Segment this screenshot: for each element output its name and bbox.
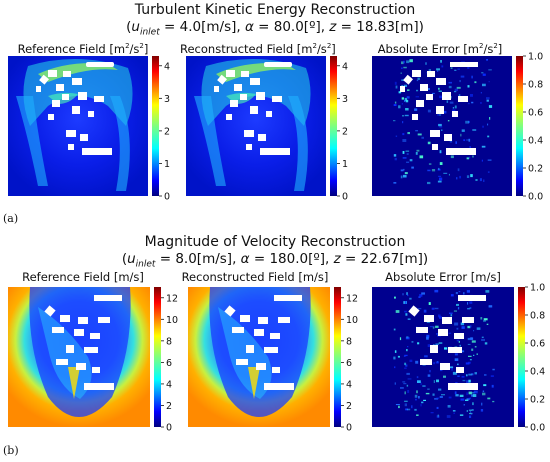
plot-a2-field [186, 56, 326, 196]
plot-a3-colorbar: 0.0 0.2 0.4 0.6 0.8 1.0 [516, 52, 543, 203]
plot-a2-title: Reconstructed Field [m2/s2] [180, 41, 336, 56]
plot-b2-title: Reconstructed Field [m/s] [181, 270, 329, 284]
plot-b3-title: Absolute Error [m/s] [385, 270, 501, 284]
colorbar-tick-label: 1 [342, 159, 348, 170]
colorbar-tick-label: 1 [164, 159, 170, 170]
colorbar-tick-label: 0 [164, 192, 170, 203]
colorbar-tick-label: 4 [342, 61, 348, 72]
colorbar-tick-label: 0.0 [530, 423, 545, 434]
colorbar-tick-label: 0.0 [528, 192, 543, 203]
plot-a3-title: Absolute Error [m2/s2] [377, 41, 503, 56]
colorbar-tick-label: 12 [166, 293, 178, 304]
plot-b1-field [8, 287, 150, 427]
colorbar-tick-label: 0.8 [528, 80, 543, 91]
panel-b-label: (b) [3, 444, 19, 457]
plot-b3-field [372, 287, 514, 427]
colorbar-tick-label: 4 [166, 379, 172, 390]
plot-a1-colorbar: 0 1 2 3 4 [152, 56, 170, 203]
colorbar-tick-label: 8 [346, 336, 352, 347]
panel-b-subtitle: (uinlet = 8.0[m/s], α = 180.0[º], z = 22… [121, 251, 429, 270]
panel-a-label: (a) [3, 212, 19, 225]
plot-a2-colorbar: 0 1 2 3 4 [330, 56, 348, 203]
colorbar-tick-label: 2 [166, 401, 172, 412]
plot-a1-title: Reference Field [m2/s2] [17, 41, 149, 56]
plot-b3-colorbar: 0.0 0.2 0.4 0.6 0.8 1.0 [518, 283, 545, 434]
colorbar-tick-label: 0.2 [530, 395, 545, 406]
colorbar-tick-label: 10 [346, 315, 358, 326]
colorbar-tick-label: 3 [342, 94, 348, 105]
colorbar-tick-label: 6 [166, 358, 172, 369]
plot-b2-colorbar: 0 2 4 6 8 10 12 [334, 287, 358, 434]
colorbar-tick-label: 2 [342, 126, 348, 137]
colorbar-tick-label: 4 [164, 61, 170, 72]
panel-a-title: Turbulent Kinetic Energy Reconstruction [134, 2, 416, 18]
panel-b-title: Magnitude of Velocity Reconstruction [144, 234, 406, 250]
colorbar-tick-label: 6 [346, 358, 352, 369]
colorbar-tick-label: 0 [342, 192, 348, 203]
colorbar-tick-label: 2 [346, 401, 352, 412]
colorbar-tick-label: 0.4 [530, 367, 545, 378]
colorbar-tick-label: 0.8 [530, 311, 545, 322]
colorbar-tick-label: 10 [166, 315, 178, 326]
colorbar-tick-label: 12 [346, 293, 358, 304]
plot-a3-field [372, 56, 512, 196]
plot-b1-colorbar: 0 2 4 6 8 10 12 [154, 287, 178, 434]
colorbar-tick-label: 0.4 [528, 136, 543, 147]
colorbar-tick-label: 1.0 [530, 283, 545, 294]
colorbar-tick-label: 2 [164, 126, 170, 137]
plot-b2-field [188, 287, 330, 427]
colorbar-tick-label: 0.6 [530, 339, 545, 350]
colorbar-tick-label: 3 [164, 94, 170, 105]
colorbar-tick-label: 0 [346, 423, 352, 434]
colorbar-tick-label: 1.0 [528, 52, 543, 63]
colorbar-tick-label: 0.2 [528, 164, 543, 175]
colorbar-tick-label: 4 [346, 379, 352, 390]
colorbar-tick-label: 0.6 [528, 108, 543, 119]
plot-a1-field [8, 56, 148, 196]
colorbar-tick-label: 0 [166, 423, 172, 434]
panel-a-subtitle: (uinlet = 4.0[m/s], α = 80.0[º], z = 18.… [126, 19, 424, 38]
plot-b1-title: Reference Field [m/s] [22, 270, 144, 284]
colorbar-tick-label: 8 [166, 336, 172, 347]
